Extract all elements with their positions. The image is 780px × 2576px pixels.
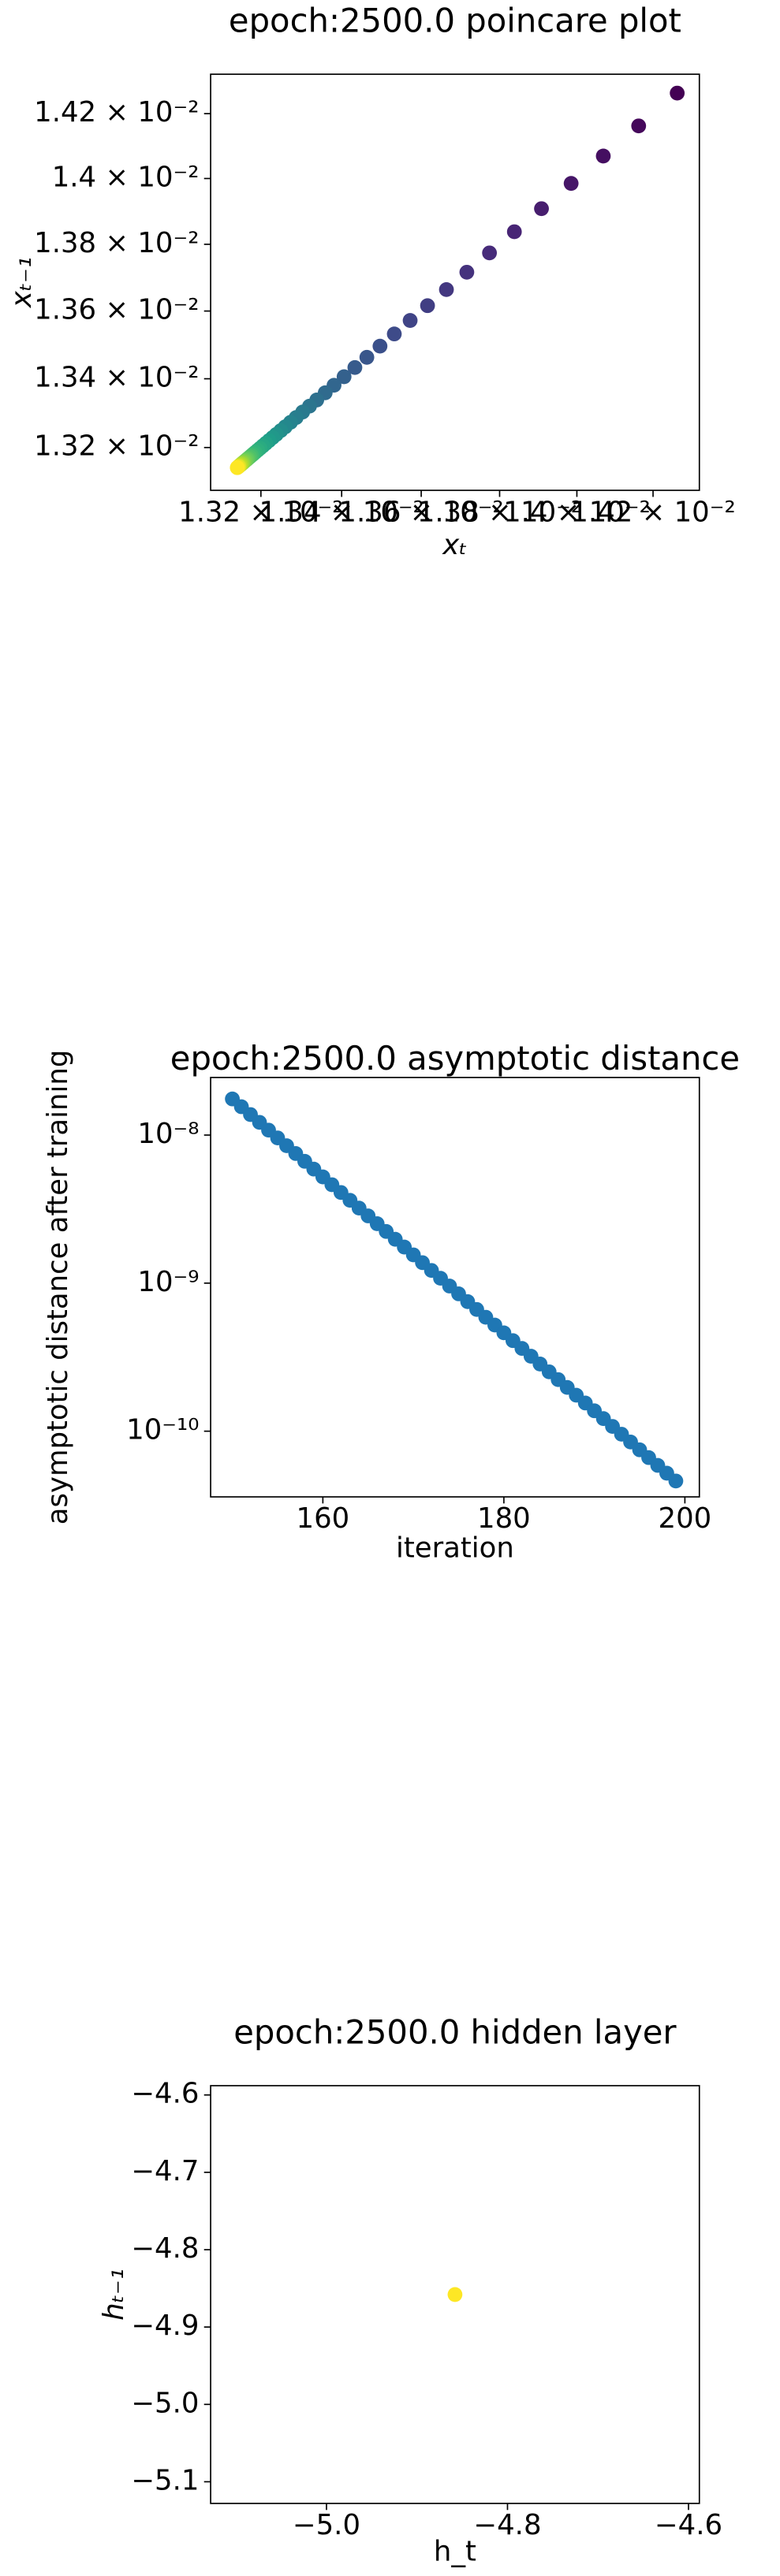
x-tick-label: 1.38 × 10⁻² xyxy=(417,496,582,528)
point xyxy=(402,313,418,328)
axes-frame xyxy=(210,73,700,491)
y-tick-label: 1.4 × 10⁻² xyxy=(52,161,200,193)
y-tick-label: −5.1 xyxy=(131,2464,199,2496)
y-axis-label: hₜ₋₁ xyxy=(98,2269,130,2321)
y-tick-label: −4.6 xyxy=(131,2078,199,2110)
x-tick-label: 1.36 × 10⁻² xyxy=(338,496,503,528)
point xyxy=(506,224,522,240)
point xyxy=(386,326,402,342)
x-tick-label: −4.6 xyxy=(655,2509,722,2541)
x-tick-label: 1.34 × 10⁻² xyxy=(259,496,424,528)
x-axis-label: xₜ xyxy=(442,529,467,561)
point xyxy=(359,349,375,365)
point xyxy=(459,264,475,280)
point xyxy=(631,118,647,134)
x-tick-label: 1.4 × 10⁻² xyxy=(503,496,651,528)
chart-title: epoch:2500.0 asymptotic distance xyxy=(170,1039,740,1078)
y-axis-label: asymptotic distance after training xyxy=(42,1050,74,1525)
y-tick-label: 1.38 × 10⁻² xyxy=(34,227,199,259)
x-tick-label: 1.32 × 10⁻² xyxy=(178,496,343,528)
point xyxy=(230,460,245,475)
y-tick-label: 10⁻⁹ xyxy=(137,1266,199,1298)
point xyxy=(670,85,685,101)
y-tick-label: −5.0 xyxy=(131,2387,199,2419)
y-tick-label: 1.34 × 10⁻² xyxy=(34,362,199,394)
point xyxy=(595,148,611,164)
x-tick-label: 1.42 × 10⁻² xyxy=(570,496,735,528)
y-tick-label: −4.8 xyxy=(131,2232,199,2265)
point xyxy=(534,201,549,217)
y-tick-label: −4.7 xyxy=(131,2155,199,2187)
y-tick-label: −4.9 xyxy=(131,2310,199,2342)
point xyxy=(563,176,579,192)
point xyxy=(420,298,435,314)
chart-title: epoch:2500.0 hidden layer xyxy=(233,2012,677,2051)
chart-title: epoch:2500.0 poincare plot xyxy=(229,1,681,39)
y-tick-label: 1.32 × 10⁻² xyxy=(34,430,199,463)
point xyxy=(668,1473,684,1489)
x-tick-label: 180 xyxy=(477,1502,531,1535)
y-tick-label: 10⁻¹⁰ xyxy=(126,1414,199,1446)
point xyxy=(336,369,352,385)
y-tick-label: 10⁻⁸ xyxy=(137,1118,199,1150)
axes-frame xyxy=(210,2085,700,2504)
y-tick-label: 1.36 × 10⁻² xyxy=(34,294,199,326)
y-axis-label: xₜ₋₁ xyxy=(6,257,38,308)
point xyxy=(347,359,363,375)
axes-frame xyxy=(210,1077,700,1498)
point xyxy=(447,2287,463,2302)
x-tick-label: 200 xyxy=(659,1502,712,1535)
x-axis-label: h_t xyxy=(434,2536,476,2568)
x-tick-label: −5.0 xyxy=(293,2509,360,2541)
x-tick-label: 160 xyxy=(297,1502,350,1535)
point xyxy=(482,245,498,261)
y-tick-label: 1.42 × 10⁻² xyxy=(34,96,199,128)
point xyxy=(372,338,388,354)
x-tick-label: −4.8 xyxy=(473,2509,541,2541)
point xyxy=(439,281,454,297)
x-axis-label: iteration xyxy=(396,1532,514,1565)
